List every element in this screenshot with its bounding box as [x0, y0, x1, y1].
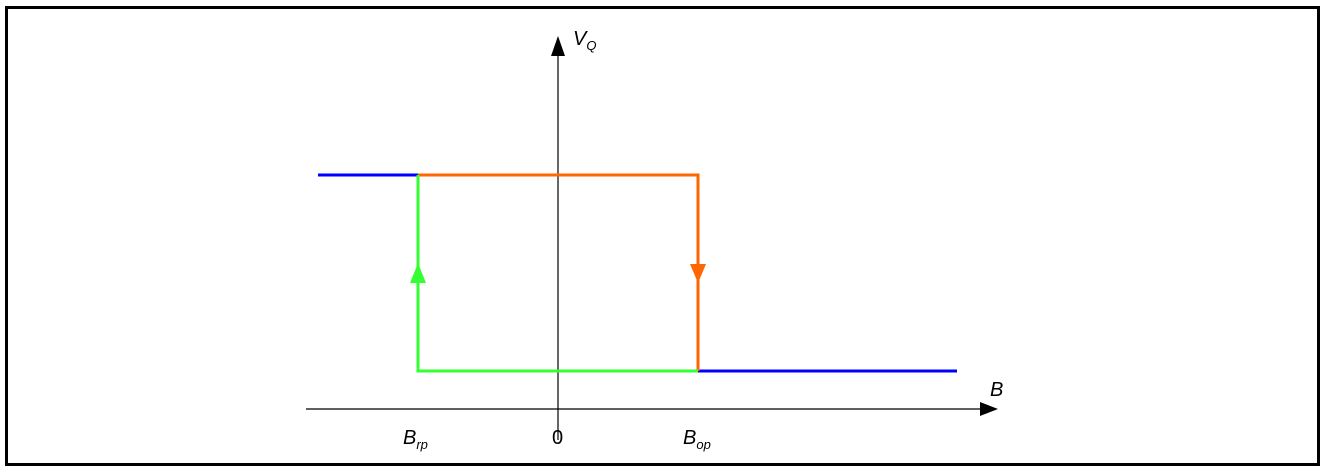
x-axis-arrowhead	[980, 402, 998, 416]
y-axis-label-sub: Q	[586, 38, 596, 53]
x-axis-label: B	[990, 379, 1003, 401]
rising-path	[416, 175, 698, 373]
brp-label-main: B	[403, 427, 416, 449]
y-axis-label: VQ	[573, 28, 596, 53]
falling-arrow	[690, 264, 706, 283]
bop-label-main: B	[683, 427, 696, 449]
brp-label: Brp	[403, 427, 428, 452]
brp-label-sub: rp	[416, 437, 428, 452]
y-axis-arrowhead	[551, 36, 565, 56]
rising-arrow	[410, 263, 426, 283]
falling-path	[418, 173, 700, 371]
bop-label-sub: op	[696, 437, 710, 452]
bop-label: Bop	[683, 427, 711, 452]
zero-label: 0	[552, 427, 563, 449]
diagram-frame	[5, 6, 1320, 466]
y-axis-label-main: V	[573, 28, 588, 50]
